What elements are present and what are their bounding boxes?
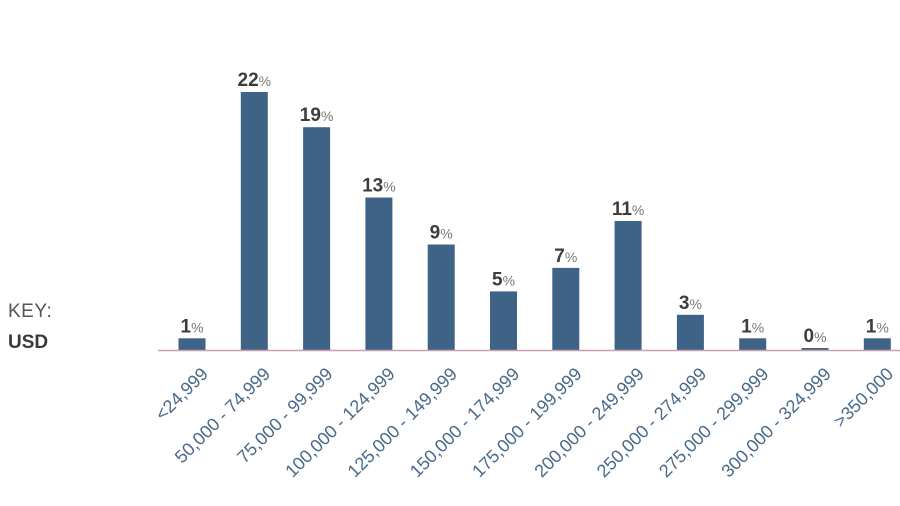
key-unit: USD: [8, 332, 49, 353]
bar-value-label: 3%: [679, 293, 702, 314]
bar: [676, 314, 704, 350]
x-tick-label: 300,000 - 324,999: [717, 364, 834, 481]
bar-value-label: 13%: [362, 176, 396, 197]
x-tick-label: 200,000 - 249,999: [530, 364, 647, 481]
bar: [365, 197, 393, 350]
x-tick-label: >350,000: [830, 364, 898, 432]
bar-value-labels: 1% 22% 19% 13% 9% 5% 7% 11% 3% 1% 0% 1%: [180, 70, 888, 347]
bar: [739, 338, 767, 350]
bar-value-label: 7%: [554, 246, 577, 267]
bar-value-label: 19%: [300, 105, 334, 126]
bar-value-label: 1%: [180, 316, 203, 337]
bar: [427, 244, 455, 350]
x-tick-label: 250,000 - 274,999: [593, 364, 710, 481]
bar: [552, 267, 580, 350]
bar: [303, 127, 331, 350]
x-tick-label: 275,000 - 299,999: [655, 364, 772, 481]
bar: [240, 92, 268, 350]
x-tick-label: 100,000 - 124,999: [281, 364, 398, 481]
bars-group: [178, 92, 891, 350]
x-tick-label: 150,000 - 174,999: [406, 364, 523, 481]
key-label: KEY:: [8, 301, 53, 322]
bar-value-label: 1%: [741, 316, 764, 337]
chart-key: KEY: USD: [8, 302, 52, 352]
bar: [863, 338, 891, 350]
bar-value-label: 1%: [866, 316, 889, 337]
x-tick-label: 125,000 - 149,999: [344, 364, 461, 481]
bar: [614, 221, 642, 350]
bar-value-label: 11%: [612, 199, 645, 220]
x-tick-label: 175,000 - 199,999: [468, 364, 585, 481]
bar-value-label: 9%: [430, 223, 453, 244]
x-tick-label: <24,999: [151, 364, 212, 425]
bar: [490, 291, 517, 350]
bar-value-label: 5%: [492, 269, 515, 290]
bar-value-label: 0%: [803, 326, 826, 347]
bar: [178, 338, 206, 350]
bar-value-label: 22%: [238, 70, 272, 91]
bar: [801, 348, 829, 350]
